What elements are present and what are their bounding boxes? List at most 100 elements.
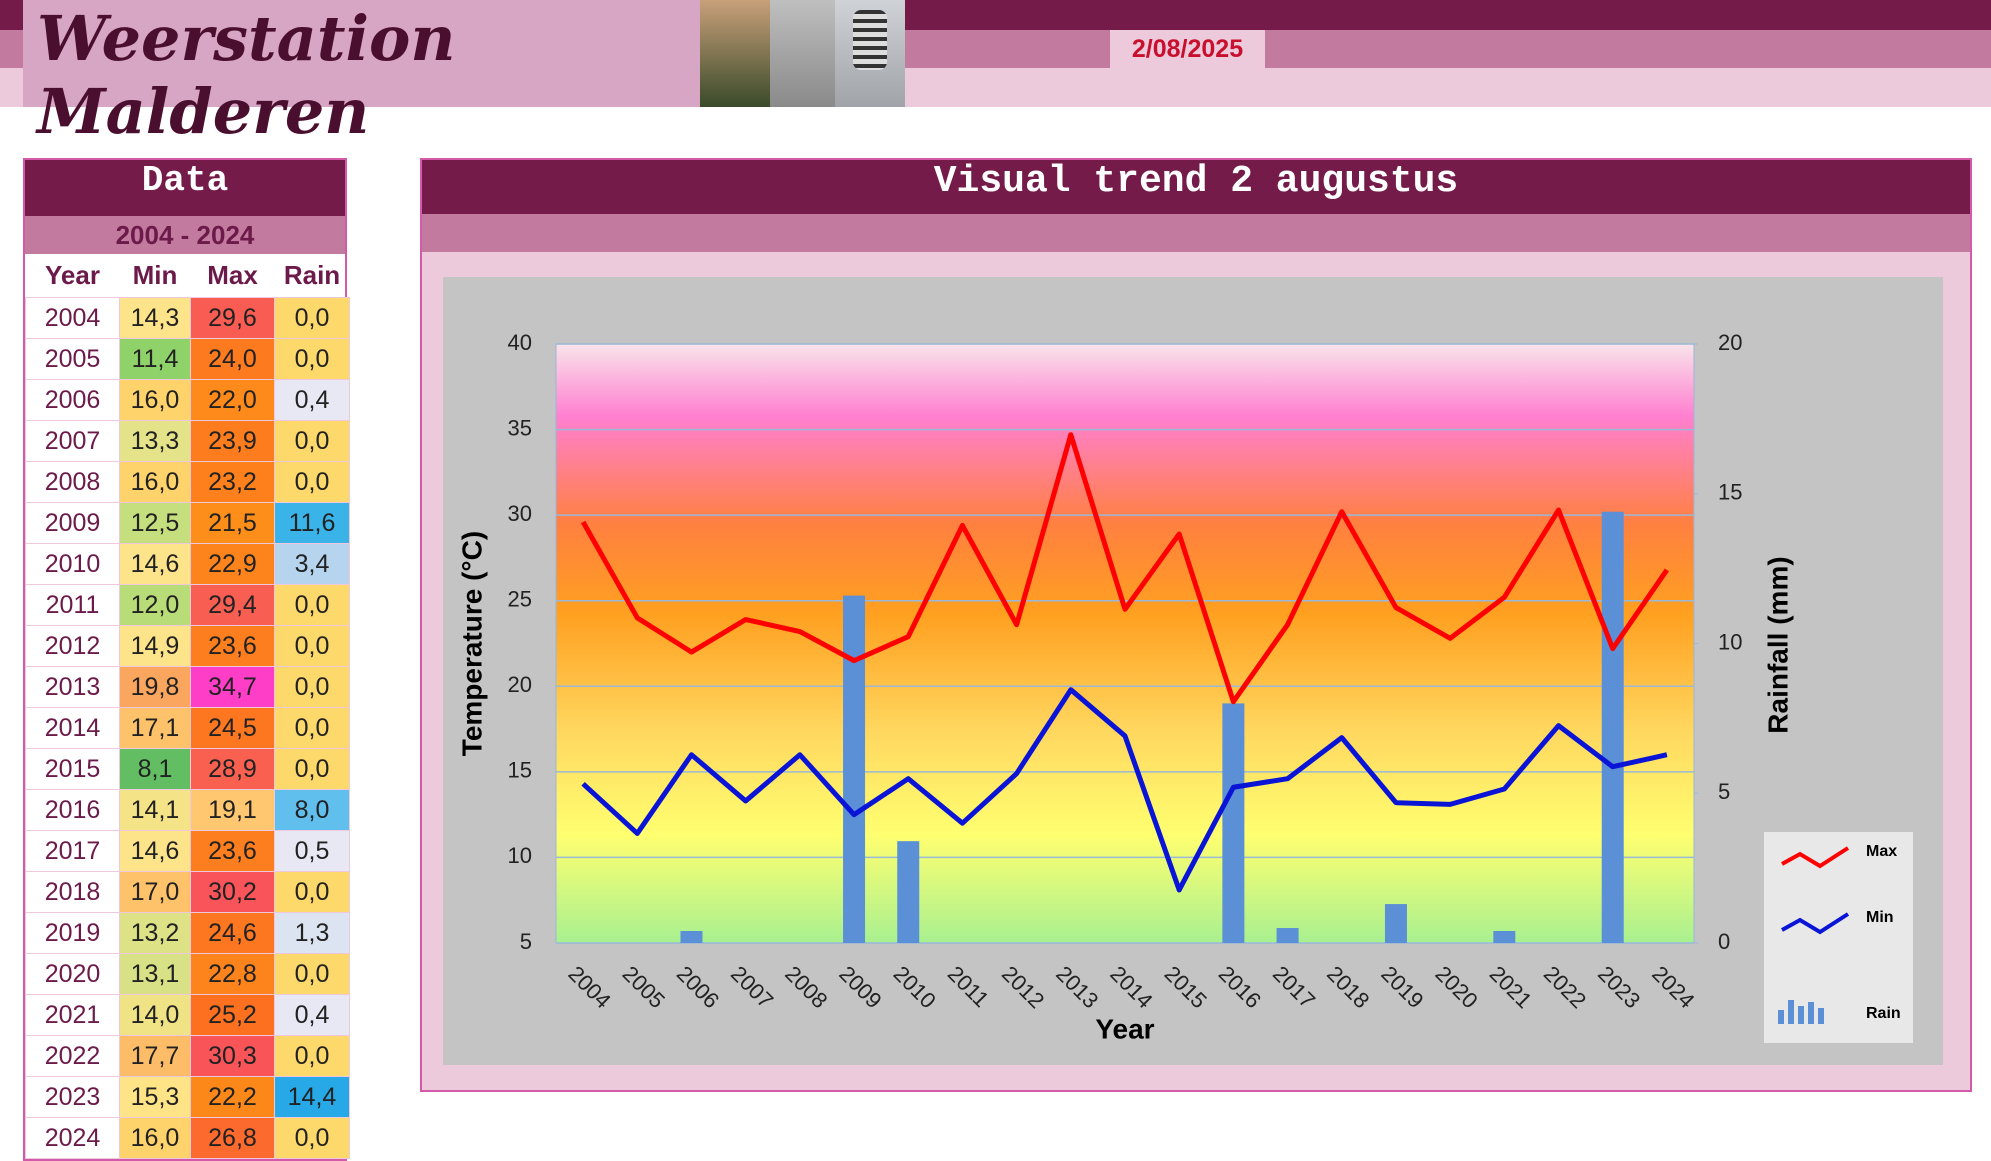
table-row: 2013 19,8 34,7 0,0 <box>25 666 350 708</box>
value-cell: 22,2 <box>190 1076 275 1118</box>
value-cell: 17,7 <box>119 1035 191 1077</box>
value-cell: 14,4 <box>274 1076 350 1118</box>
value-cell: 14,3 <box>119 297 191 339</box>
year-cell: 2015 <box>25 748 120 790</box>
value-cell: 0,0 <box>274 297 350 339</box>
legend-swatch <box>1781 846 1850 869</box>
y-tick-label: 30 <box>508 501 532 526</box>
y-tick-label: 15 <box>508 758 532 783</box>
value-cell: 14,1 <box>119 789 191 831</box>
plot-area <box>555 343 1695 944</box>
year-cell: 2012 <box>25 625 120 667</box>
table-title: Data <box>25 160 345 216</box>
rain-bar <box>1493 931 1516 943</box>
year-cell: 2018 <box>25 871 120 913</box>
rain-bar <box>1384 904 1407 943</box>
data-table: Data 2004 - 2024 Year Min Max Rain 2004 14,3… <box>23 158 350 1161</box>
value-cell: 29,6 <box>190 297 275 339</box>
value-cell: 0,4 <box>274 994 350 1036</box>
value-cell: 0,0 <box>274 707 350 749</box>
value-cell: 24,6 <box>190 912 275 954</box>
year-cell: 2020 <box>25 953 120 995</box>
column-header: Rain <box>283 260 341 290</box>
rain-bar <box>1276 928 1299 943</box>
table-row: 2012 14,9 23,6 0,0 <box>25 625 350 667</box>
value-cell: 17,1 <box>119 707 191 749</box>
table-period: 2004 - 2024 <box>25 216 345 254</box>
value-cell: 12,5 <box>119 502 191 544</box>
value-cell: 3,4 <box>274 543 350 585</box>
value-cell: 22,0 <box>190 379 275 421</box>
legend-swatch <box>1778 1010 1784 1024</box>
table-row: 2016 14,1 19,1 8,0 <box>25 789 350 831</box>
value-cell: 8,1 <box>119 748 191 790</box>
value-cell: 22,9 <box>190 543 275 585</box>
year-cell: 2008 <box>25 461 120 503</box>
legend-swatch <box>1798 1006 1804 1024</box>
legend-label: Max <box>1866 843 1897 860</box>
table-row: 2022 17,7 30,3 0,0 <box>25 1035 350 1077</box>
value-cell: 23,9 <box>190 420 275 462</box>
table-row: 2010 14,6 22,9 3,4 <box>25 543 350 585</box>
y-tick-label: 35 <box>508 415 532 440</box>
value-cell: 24,5 <box>190 707 275 749</box>
year-cell: 2005 <box>25 338 120 380</box>
series-line <box>580 432 1669 705</box>
value-cell: 30,3 <box>190 1035 275 1077</box>
legend-swatch <box>1818 1008 1824 1024</box>
year-cell: 2022 <box>25 1035 120 1077</box>
y2-tick-label: 10 <box>1718 629 1742 654</box>
value-cell: 0,0 <box>274 748 350 790</box>
y-axis-title: Temperature (°C) <box>456 531 487 756</box>
value-cell: 0,0 <box>274 625 350 667</box>
value-cell: 0,4 <box>274 379 350 421</box>
value-cell: 17,0 <box>119 871 191 913</box>
year-cell: 2010 <box>25 543 120 585</box>
y-tick-label: 25 <box>508 587 532 612</box>
table-row: 2006 16,0 22,0 0,4 <box>25 379 350 421</box>
table-row: 2021 14,0 25,2 0,4 <box>25 994 350 1036</box>
year-cell: 2004 <box>25 297 120 339</box>
value-cell: 0,0 <box>274 420 350 462</box>
value-cell: 0,0 <box>274 1035 350 1077</box>
y2-tick-label: 5 <box>1718 779 1730 804</box>
rain-bar <box>680 931 703 943</box>
column-header: Max <box>207 260 258 290</box>
value-cell: 23,2 <box>190 461 275 503</box>
table-row: 2017 14,6 23,6 0,5 <box>25 830 350 872</box>
table-row: 2007 13,3 23,9 0,0 <box>25 420 350 462</box>
year-cell: 2007 <box>25 420 120 462</box>
table-row: 2018 17,0 30,2 0,0 <box>25 871 350 913</box>
rain-bar <box>1222 703 1245 943</box>
legend-swatch <box>1781 912 1850 935</box>
value-cell: 0,0 <box>274 871 350 913</box>
value-cell: 0,0 <box>274 953 350 995</box>
column-header: Min <box>132 260 178 290</box>
year-cell: 2006 <box>25 379 120 421</box>
value-cell: 34,7 <box>190 666 275 708</box>
table-row: 2019 13,2 24,6 1,3 <box>25 912 350 954</box>
table-row: 2015 8,1 28,9 0,0 <box>25 748 350 790</box>
value-cell: 30,2 <box>190 871 275 913</box>
legend-label: Min <box>1866 909 1894 926</box>
y-tick-label: 20 <box>508 672 532 697</box>
year-cell: 2011 <box>25 584 120 626</box>
table-grid: Year Min Max Rain 2004 14,3 29,6 0,0 2005 11,4 24… <box>25 254 350 1159</box>
table-row: 2005 11,4 24,0 0,0 <box>25 338 350 380</box>
table-row: 2020 13,1 22,8 0,0 <box>25 953 350 995</box>
table-row: 2008 16,0 23,2 0,0 <box>25 461 350 503</box>
value-cell: 15,3 <box>119 1076 191 1118</box>
date: 2/08/2025 <box>1110 30 1265 68</box>
year-cell: 2014 <box>25 707 120 749</box>
value-cell: 0,0 <box>274 461 350 503</box>
legend-label: Rain <box>1866 1005 1901 1022</box>
table-body: 2004 14,3 29,6 0,0 2005 11,4 24,0 0,0 2006 16,0 22… <box>25 297 350 1159</box>
y2-axis-title: Rainfall (mm) <box>1762 556 1793 733</box>
value-cell: 14,6 <box>119 543 191 585</box>
year-cell: 2009 <box>25 502 120 544</box>
rain-bar <box>897 841 920 943</box>
value-cell: 23,6 <box>190 830 275 872</box>
value-cell: 21,5 <box>190 502 275 544</box>
value-cell: 16,0 <box>119 379 191 421</box>
value-cell: 12,0 <box>119 584 191 626</box>
